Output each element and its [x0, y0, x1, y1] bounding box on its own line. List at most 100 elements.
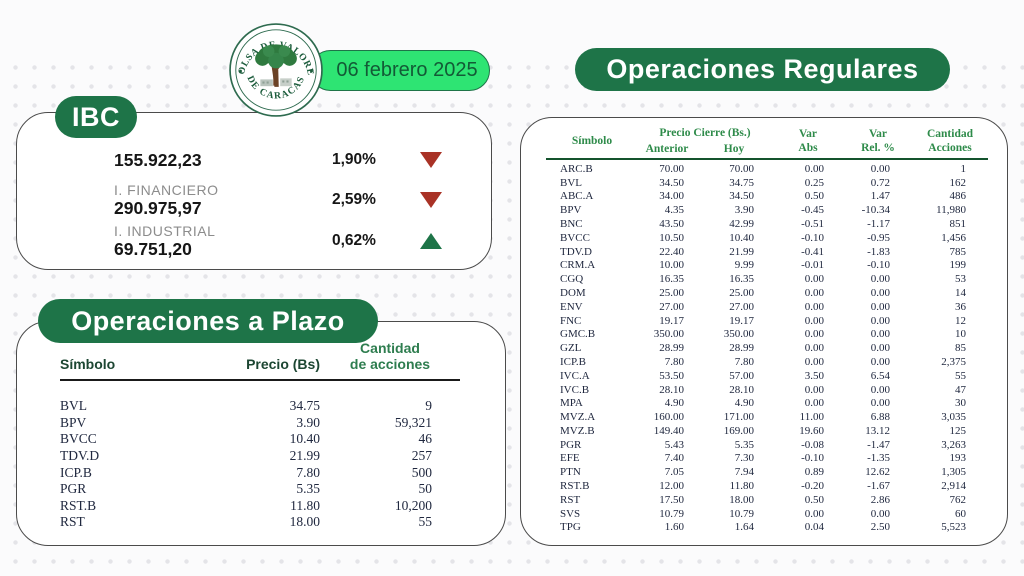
table-cell: 0.00: [870, 355, 890, 368]
table-row: FNC 19.17 19.17 0.00 0.00 12: [546, 315, 988, 329]
table-cell: 14: [955, 286, 966, 299]
date-text: 06 febrero 2025: [336, 59, 478, 81]
trend-arrow-icon: [420, 192, 442, 209]
logo-tree-icon: [255, 44, 297, 87]
table-cell: 7.30: [734, 452, 754, 465]
table-cell: RST: [560, 493, 581, 506]
table-cell: 1: [960, 162, 967, 175]
table-row: BVL 34.50 34.75 0.25 0.72 162: [546, 177, 988, 191]
table-cell: -0.95: [867, 231, 890, 244]
table-cell: 19.17: [729, 314, 754, 327]
table-cell: GMC.B: [560, 328, 596, 341]
table-cell: 3.90: [734, 204, 754, 217]
table-cell: -0.45: [801, 204, 824, 217]
table-cell: 7.05: [664, 466, 684, 479]
table-cell: 149.40: [653, 424, 684, 437]
table-cell: 9: [425, 398, 432, 414]
table-row: CGQ 16.35 16.35 0.00 0.00 53: [546, 273, 988, 287]
index-change-pct: 1,90%: [332, 151, 376, 168]
table-row: ABC.A 34.00 34.50 0.50 1.47 486: [546, 190, 988, 204]
regulares-title: Operaciones Regulares: [606, 54, 919, 84]
table-cell: -0.41: [801, 245, 824, 258]
table-cell: 0.00: [870, 314, 890, 327]
table-row: RST.B 11.80 10,200: [60, 498, 460, 515]
table-cell: 10.40: [729, 231, 754, 244]
table-cell: ICP.B: [60, 464, 92, 480]
table-cell: -0.10: [867, 259, 890, 272]
table-cell: 59,321: [394, 414, 432, 430]
table-cell: 11.00: [799, 411, 824, 424]
table-cell: 0.50: [804, 190, 824, 203]
table-cell: 12.62: [865, 466, 890, 479]
table-cell: 0.00: [870, 328, 890, 341]
table-cell: DOM: [560, 286, 586, 299]
table-cell: 0.00: [804, 300, 824, 313]
table-cell: 70.00: [659, 162, 684, 175]
table-cell: MVZ.B: [560, 424, 595, 437]
regulares-card: [520, 117, 1008, 546]
table-cell: 5.43: [664, 438, 684, 451]
table-cell: BNC: [560, 217, 583, 230]
table-cell: 25.00: [659, 286, 684, 299]
plazo-table: Símbolo Precio (Bs) Cantidad de acciones…: [60, 340, 460, 531]
table-cell: 1,305: [941, 466, 966, 479]
table-cell: -1.67: [867, 480, 890, 493]
index-change-pct: 0,62%: [332, 232, 376, 250]
table-cell: 199: [949, 259, 967, 272]
table-cell: 486: [949, 190, 967, 203]
table-cell: RST: [60, 514, 85, 530]
plazo-header-row: Símbolo Precio (Bs) Cantidad de acciones: [60, 340, 460, 380]
table-cell: 10.79: [729, 507, 754, 520]
table-cell: 0.50: [804, 493, 824, 506]
table-cell: 85: [955, 342, 966, 355]
table-cell: 0.00: [870, 273, 890, 286]
table-cell: 12: [955, 314, 966, 327]
table-cell: 10.79: [659, 507, 684, 520]
index-value: 290.975,97: [114, 198, 202, 218]
trend-arrow-icon: [420, 152, 442, 168]
table-cell: -0.51: [801, 217, 824, 230]
table-cell: 18.00: [289, 514, 320, 530]
table-cell: 0.00: [804, 328, 824, 341]
table-row: PGR 5.35 50: [60, 481, 460, 498]
table-cell: 21.99: [729, 245, 754, 258]
table-cell: 28.99: [659, 342, 684, 355]
table-cell: 10: [955, 328, 966, 341]
index-value: 155.922,23: [114, 149, 202, 170]
table-cell: 10.40: [289, 431, 320, 447]
table-cell: 2,914: [941, 480, 966, 493]
trend-arrow-icon: [420, 233, 442, 250]
table-cell: 257: [411, 447, 432, 463]
table-cell: 4.90: [734, 397, 754, 410]
table-cell: 1.60: [664, 521, 684, 534]
table-cell: -1.47: [867, 438, 890, 451]
table-cell: 0.00: [804, 286, 824, 299]
table-row: ARC.B 70.00 70.00 0.00 0.00 1: [546, 159, 988, 177]
plazo-title: Operaciones a Plazo: [71, 305, 345, 336]
table-cell: 27.00: [729, 300, 754, 313]
table-cell: 12.00: [659, 480, 684, 493]
table-cell: 7.80: [296, 464, 320, 480]
table-cell: 17.50: [659, 493, 684, 506]
table-cell: GZL: [560, 342, 582, 355]
table-cell: 53: [955, 273, 966, 286]
table-row: IVC.A 53.50 57.00 3.50 6.54 55: [546, 370, 988, 384]
table-cell: 0.00: [804, 383, 824, 396]
table-cell: 18.00: [729, 493, 754, 506]
ibc-index-panel: 155.922,23 1,90% I. FINANCIERO 290.975,9…: [16, 118, 492, 270]
table-cell: ICP.B: [560, 355, 586, 368]
table-row: GMC.B 350.00 350.00 0.00 0.00 10: [546, 328, 988, 342]
table-cell: RST.B: [60, 497, 97, 513]
table-cell: PGR: [60, 481, 87, 497]
regulares-header-row-2: Anterior Hoy: [546, 141, 988, 158]
date-badge: 06 febrero 2025: [310, 50, 490, 91]
table-cell: 162: [949, 176, 967, 189]
table-cell: 55: [418, 514, 433, 530]
table-cell: 3.50: [804, 369, 824, 382]
table-row: RST 17.50 18.00 0.50 2.86 762: [546, 494, 988, 508]
table-cell: ARC.B: [560, 162, 593, 175]
table-cell: -0.20: [801, 480, 824, 493]
table-cell: 3,263: [941, 438, 966, 451]
table-cell: BPV: [60, 414, 87, 430]
table-cell: MVZ.A: [560, 411, 596, 424]
